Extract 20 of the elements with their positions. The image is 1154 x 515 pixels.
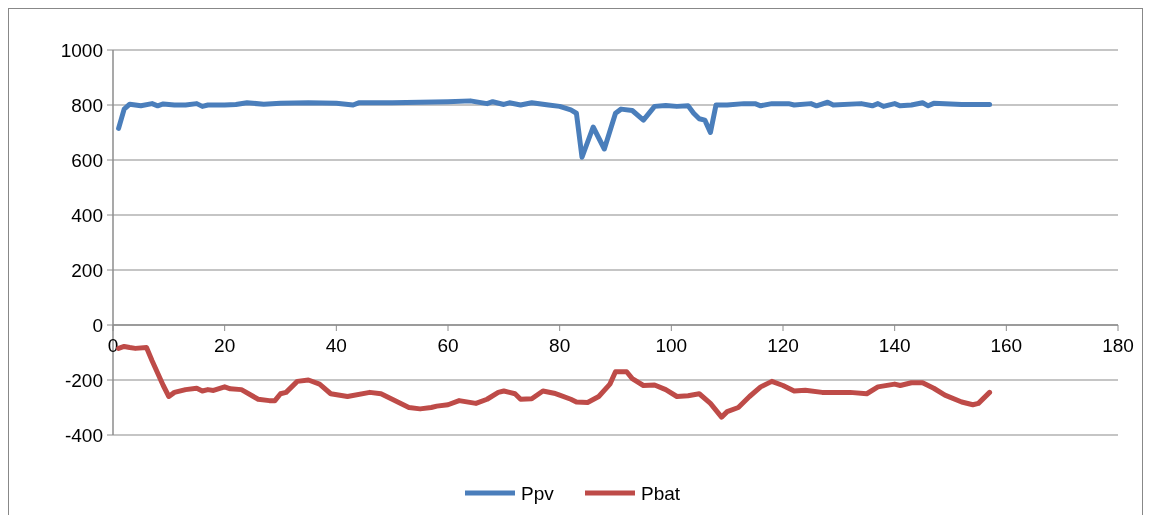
y-tick-label: 0 [92, 314, 103, 336]
x-tick-label: 180 [1102, 335, 1134, 356]
y-tick-label: -400 [64, 424, 103, 446]
x-tick-label: 0 [107, 335, 119, 356]
y-tick-label: 1000 [60, 39, 103, 61]
x-tick-label: 80 [549, 335, 571, 356]
x-tick-label: 140 [878, 335, 911, 356]
x-tick-label: 60 [437, 335, 459, 356]
x-tick-label: 100 [655, 335, 688, 356]
x-tick-label: 40 [325, 335, 347, 356]
y-tick-label: 400 [71, 204, 103, 226]
y-tick-label: 600 [71, 149, 103, 171]
y-tick-label: 800 [71, 94, 103, 116]
y-tick-label: -200 [64, 369, 103, 391]
legend-label: Pbat [641, 482, 681, 504]
x-tick-label: 20 [214, 335, 236, 356]
x-tick-label: 120 [767, 335, 799, 356]
legend-label: Ppv [521, 482, 555, 504]
x-tick-label: 160 [990, 335, 1023, 356]
y-tick-label: 200 [71, 259, 103, 281]
